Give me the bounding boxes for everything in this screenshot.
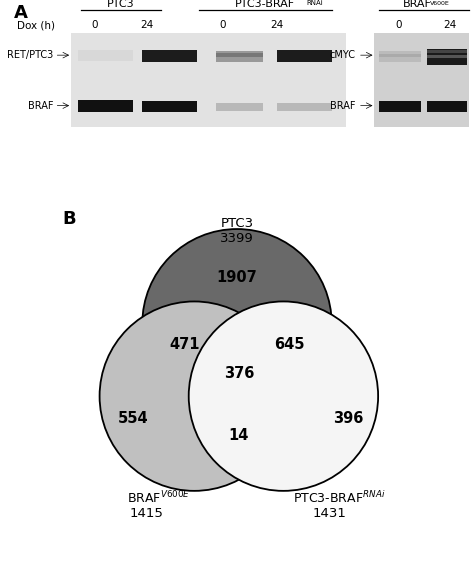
Text: 1431: 1431	[313, 507, 347, 519]
Bar	[374, 33, 469, 127]
Bar	[78, 100, 133, 112]
Bar	[142, 101, 197, 112]
Text: A: A	[14, 4, 28, 22]
Ellipse shape	[142, 229, 332, 418]
Text: B: B	[63, 210, 76, 229]
Bar	[277, 103, 332, 111]
Bar	[142, 50, 197, 62]
Bar	[427, 101, 467, 112]
Text: BRAF: BRAF	[330, 100, 356, 111]
Ellipse shape	[100, 302, 289, 491]
Text: 24: 24	[140, 20, 154, 31]
Bar	[427, 50, 467, 53]
Text: PTC3: PTC3	[107, 0, 135, 9]
Bar	[216, 51, 263, 62]
Text: V600E: V600E	[430, 1, 450, 6]
Text: 0: 0	[219, 20, 226, 31]
Text: 471: 471	[170, 337, 200, 352]
Text: 396: 396	[333, 411, 364, 426]
Text: 376: 376	[224, 366, 254, 382]
Text: 1415: 1415	[129, 507, 163, 519]
Text: cMYC: cMYC	[329, 50, 356, 60]
Text: RET/PTC3: RET/PTC3	[7, 50, 53, 60]
Bar	[379, 51, 421, 62]
Bar	[78, 50, 133, 61]
Bar	[379, 54, 421, 57]
Text: 1907: 1907	[217, 270, 257, 285]
Text: PTC3-BRAF: PTC3-BRAF	[235, 0, 295, 9]
Bar	[71, 33, 346, 127]
Text: 3399: 3399	[220, 232, 254, 245]
Text: 14: 14	[228, 428, 249, 443]
Text: Dox (h): Dox (h)	[17, 20, 55, 31]
Text: 0: 0	[91, 20, 98, 31]
Bar	[216, 103, 263, 111]
Bar	[427, 55, 467, 58]
Text: PTC3-BRAF$^{RNAi}$: PTC3-BRAF$^{RNAi}$	[293, 490, 385, 506]
Text: PTC3: PTC3	[220, 217, 254, 230]
Bar	[216, 53, 263, 57]
Text: 554: 554	[118, 411, 148, 426]
Text: RNAi: RNAi	[307, 0, 323, 6]
Text: BRAF$^{V600E}$: BRAF$^{V600E}$	[128, 490, 191, 506]
Text: 24: 24	[444, 20, 457, 31]
Bar	[277, 50, 332, 62]
Ellipse shape	[189, 302, 378, 491]
Text: BRAF: BRAF	[403, 0, 432, 9]
Text: 24: 24	[271, 20, 284, 31]
Bar	[379, 101, 421, 112]
Text: 645: 645	[274, 337, 304, 352]
Text: 0: 0	[395, 20, 401, 31]
Bar	[427, 49, 467, 65]
Text: BRAF: BRAF	[27, 100, 53, 111]
